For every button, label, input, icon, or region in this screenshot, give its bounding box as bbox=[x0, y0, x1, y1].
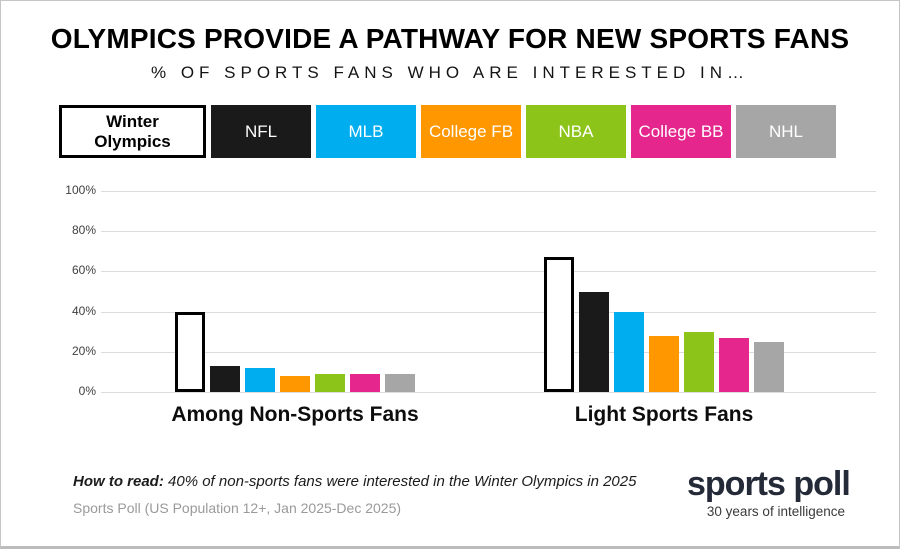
gridline-60 bbox=[101, 271, 876, 272]
bar-winter-olympics-among-non-sports-fans bbox=[175, 312, 205, 392]
legend-chip-nba: NBA bbox=[526, 105, 626, 158]
legend-chip-college-bb: College BB bbox=[631, 105, 731, 158]
bar-college-fb-among-non-sports-fans bbox=[280, 376, 310, 392]
legend-chip-college-fb: College FB bbox=[421, 105, 521, 158]
bar-nfl-among-non-sports-fans bbox=[210, 366, 240, 392]
how-to-read-note: How to read: 40% of non-sports fans were… bbox=[73, 473, 636, 490]
bar-college-bb-among-non-sports-fans bbox=[350, 374, 380, 392]
how-to-read-text: 40% of non-sports fans were interested i… bbox=[168, 473, 637, 490]
bar-nfl-light-sports-fans bbox=[579, 292, 609, 392]
chart-title: OLYMPICS PROVIDE A PATHWAY FOR NEW SPORT… bbox=[50, 23, 850, 54]
bar-nhl-among-non-sports-fans bbox=[385, 374, 415, 392]
group-label-non-sports-fans: Among Non-Sports Fans bbox=[171, 403, 419, 426]
gridline-20 bbox=[101, 352, 876, 353]
bar-mlb-among-non-sports-fans bbox=[245, 368, 275, 392]
y-axis-tick-100: 100% bbox=[65, 183, 96, 197]
bar-nba-among-non-sports-fans bbox=[315, 374, 345, 392]
legend-chip-winter-olympics: Winter Olympics bbox=[59, 105, 206, 158]
sports-poll-logo: sports poll 30 years of intelligence bbox=[687, 465, 851, 520]
bar-college-bb-light-sports-fans bbox=[719, 338, 749, 392]
bar-mlb-light-sports-fans bbox=[614, 312, 644, 392]
gridline-40 bbox=[101, 312, 876, 313]
legend: Winter Olympics NFL MLB College FB NBA Colleg… bbox=[59, 105, 836, 158]
legend-chip-nfl: NFL bbox=[211, 105, 311, 158]
how-to-read-label: How to read: bbox=[73, 473, 164, 490]
gridline-80 bbox=[101, 231, 876, 232]
gridline-100 bbox=[101, 191, 876, 192]
logo-tagline: 30 years of intelligence bbox=[706, 504, 845, 520]
bar-nba-light-sports-fans bbox=[684, 332, 714, 392]
legend-chip-mlb: MLB bbox=[316, 105, 416, 158]
bar-winter-olympics-light-sports-fans bbox=[544, 257, 574, 392]
y-axis-tick-80: 80% bbox=[71, 223, 96, 237]
logo-title: sports poll bbox=[687, 465, 851, 503]
gridline-0 bbox=[101, 392, 876, 393]
legend-chip-nhl: NHL bbox=[736, 105, 836, 158]
y-axis-tick-20: 20% bbox=[71, 344, 96, 358]
chart-subtitle: % OF SPORTS FANS WHO ARE INTERESTED IN… bbox=[150, 63, 750, 82]
bar-nhl-light-sports-fans bbox=[754, 342, 784, 392]
group-label-light-sports-fans: Light Sports Fans bbox=[574, 403, 754, 426]
y-axis-tick-40: 40% bbox=[71, 304, 96, 318]
y-axis-tick-0: 0% bbox=[78, 384, 96, 398]
y-axis-tick-60: 60% bbox=[71, 263, 96, 277]
source-note: Sports Poll (US Population 12+, Jan 2025… bbox=[73, 500, 402, 516]
bar-college-fb-light-sports-fans bbox=[649, 336, 679, 392]
